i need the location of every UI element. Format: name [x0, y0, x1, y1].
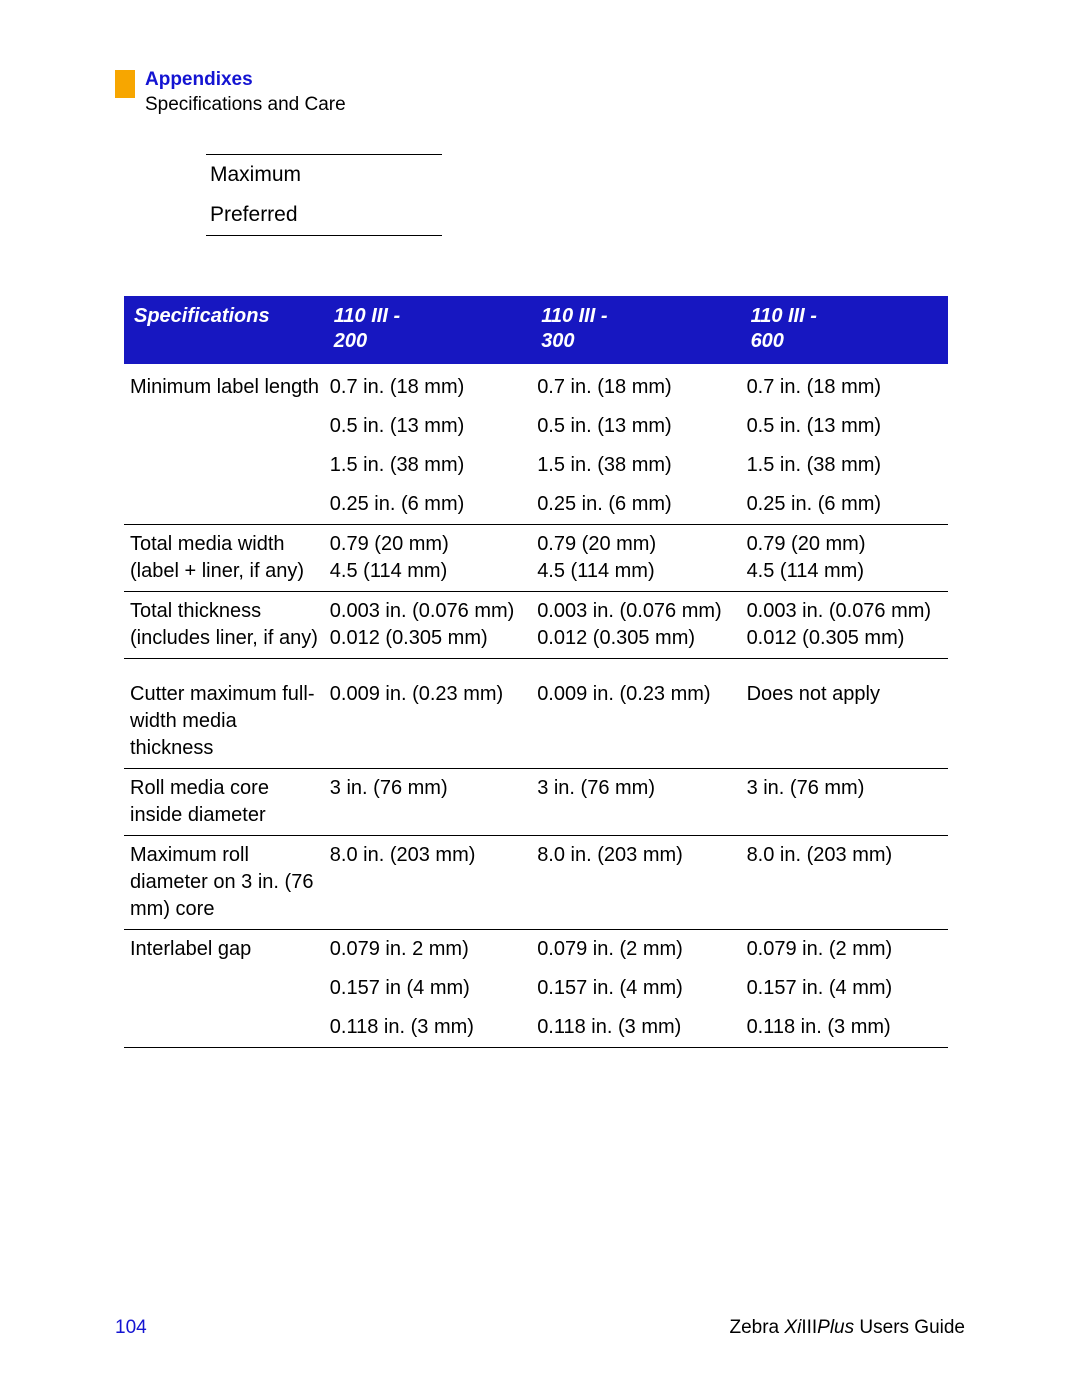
table-cell: 0.079 in. (2 mm) — [741, 930, 948, 970]
table-cell: 1.5 in. (38 mm) — [741, 446, 948, 485]
table-row: Interlabel gap 0.079 in. 2 mm)0.079 in. … — [124, 930, 948, 970]
table-cell: 0.79 (20 mm) 4.5 (114 mm) — [324, 525, 531, 592]
th-model-300: 110 III - 300 — [531, 296, 740, 364]
guide-plus: Plus — [817, 1317, 854, 1338]
table-cell: 0.25 in. (6 mm) — [531, 485, 740, 524]
table-row: 0.5 in. (13 mm)0.5 in. (13 mm)0.5 in. (1… — [124, 407, 948, 446]
table-cell — [124, 446, 324, 485]
table-cell — [124, 407, 324, 446]
table-row: 0.118 in. (3 mm)0.118 in. (3 mm)0.118 in… — [124, 1008, 948, 1047]
th-300-bot: 300 — [541, 330, 574, 352]
table-cell: Total media width (label + liner, if any… — [124, 525, 324, 592]
table-row: Cutter maximum full-width media thicknes… — [124, 659, 948, 769]
table-cell: 0.157 in. (4 mm) — [741, 969, 948, 1008]
table-cell: 3 in. (76 mm) — [531, 769, 740, 836]
table-cell: 8.0 in. (203 mm) — [741, 836, 948, 930]
table-row: Total media width (label + liner, if any… — [124, 525, 948, 592]
table-cell: 0.25 in. (6 mm) — [324, 485, 531, 524]
table-cell: 0.5 in. (13 mm) — [324, 407, 531, 446]
table-cell: 0.009 in. (0.23 mm) — [324, 659, 531, 769]
table-cell: Cutter maximum full-width media thicknes… — [124, 659, 324, 769]
guide-suffix: Users Guide — [854, 1317, 965, 1338]
guide-xi: Xi — [784, 1317, 801, 1338]
table-cell — [124, 485, 324, 524]
table-cell: 0.003 in. (0.076 mm) 0.012 (0.305 mm) — [741, 592, 948, 659]
th-200-bot: 200 — [334, 330, 367, 352]
th-model-600: 110 III - 600 — [741, 296, 948, 364]
table-cell: 0.009 in. (0.23 mm) — [531, 659, 740, 769]
table-cell — [124, 969, 324, 1008]
table-cell: 0.079 in. (2 mm) — [531, 930, 740, 970]
table-header-row: Specifications 110 III - 200 110 III - 3… — [124, 296, 948, 364]
table-cell: Interlabel gap — [124, 930, 324, 970]
table-cell: 0.118 in. (3 mm) — [531, 1008, 740, 1047]
table-cell: Does not apply — [741, 659, 948, 769]
table-row: Roll media core inside diameter3 in. (76… — [124, 769, 948, 836]
page-number: 104 — [115, 1317, 147, 1339]
table-row: Maximum roll diameter on 3 in. (76 mm) c… — [124, 836, 948, 930]
th-600-top: 110 III - — [751, 305, 817, 327]
table-cell — [124, 1008, 324, 1047]
table-cell: Minimum label length — [124, 364, 324, 407]
table-cell: 0.157 in (4 mm) — [324, 969, 531, 1008]
legend-box: Maximum Preferred — [206, 154, 442, 236]
table-cell: 1.5 in. (38 mm) — [531, 446, 740, 485]
header-subtitle: Specifications and Care — [145, 93, 346, 118]
table-cell: 0.5 in. (13 mm) — [741, 407, 948, 446]
specifications-table: Specifications 110 III - 200 110 III - 3… — [124, 296, 948, 1048]
table-cell: 0.7 in. (18 mm) — [531, 364, 740, 407]
table-row: 0.25 in. (6 mm)0.25 in. (6 mm)0.25 in. (… — [124, 485, 948, 524]
th-600-bot: 600 — [751, 330, 784, 352]
table-cell: 0.79 (20 mm) 4.5 (114 mm) — [531, 525, 740, 592]
table-cell: 3 in. (76 mm) — [741, 769, 948, 836]
table-cell: 0.079 in. 2 mm) — [324, 930, 531, 970]
table-cell: 0.7 in. (18 mm) — [741, 364, 948, 407]
header-marker-icon — [115, 70, 135, 98]
table-cell: 0.003 in. (0.076 mm) 0.012 (0.305 mm) — [324, 592, 531, 659]
table-row: 1.5 in. (38 mm)1.5 in. (38 mm)1.5 in. (3… — [124, 446, 948, 485]
table-cell: 0.25 in. (6 mm) — [741, 485, 948, 524]
th-spec-label: Specifications — [134, 305, 270, 327]
table-cell: Maximum roll diameter on 3 in. (76 mm) c… — [124, 836, 324, 930]
guide-prefix: Zebra — [729, 1317, 784, 1338]
page-header: Appendixes Specifications and Care — [115, 68, 965, 117]
table-cell: 0.118 in. (3 mm) — [324, 1008, 531, 1047]
th-specifications: Specifications — [124, 296, 324, 364]
table-cell: 3 in. (76 mm) — [324, 769, 531, 836]
table-cell: Roll media core inside diameter — [124, 769, 324, 836]
users-guide-label: Zebra XiIIIPlus Users Guide — [729, 1317, 965, 1339]
table-cell: 0.003 in. (0.076 mm) 0.012 (0.305 mm) — [531, 592, 740, 659]
table-row: 0.157 in (4 mm)0.157 in. (4 mm)0.157 in.… — [124, 969, 948, 1008]
header-appendix-label: Appendixes — [145, 68, 346, 93]
th-model-200: 110 III - 200 — [324, 296, 531, 364]
legend-preferred: Preferred — [206, 195, 442, 235]
table-cell: 0.118 in. (3 mm) — [741, 1008, 948, 1047]
guide-iii: III — [801, 1317, 817, 1338]
table-cell: 8.0 in. (203 mm) — [531, 836, 740, 930]
table-cell: 0.79 (20 mm) 4.5 (114 mm) — [741, 525, 948, 592]
table-cell: 0.5 in. (13 mm) — [531, 407, 740, 446]
table-row: Total thickness (includes liner, if any)… — [124, 592, 948, 659]
page-footer: 104 Zebra XiIIIPlus Users Guide — [115, 1317, 965, 1339]
legend-maximum: Maximum — [206, 155, 442, 195]
table-cell: 8.0 in. (203 mm) — [324, 836, 531, 930]
table-row: Minimum label length0.7 in. (18 mm)0.7 i… — [124, 364, 948, 407]
th-300-top: 110 III - — [541, 305, 607, 327]
th-200-top: 110 III - — [334, 305, 400, 327]
table-cell: 1.5 in. (38 mm) — [324, 446, 531, 485]
table-cell: 0.7 in. (18 mm) — [324, 364, 531, 407]
table-cell: Total thickness (includes liner, if any) — [124, 592, 324, 659]
table-cell: 0.157 in. (4 mm) — [531, 969, 740, 1008]
table-rule — [124, 1047, 948, 1048]
